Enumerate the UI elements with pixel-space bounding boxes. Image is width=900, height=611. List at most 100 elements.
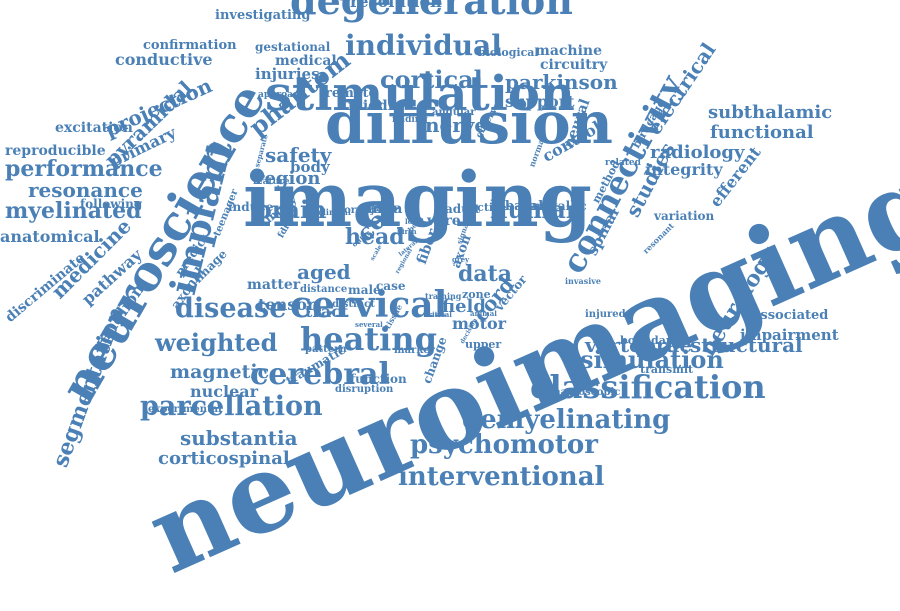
cloud-word: induce <box>228 200 274 214</box>
cloud-word: resolution <box>350 0 442 11</box>
cloud-word: upper <box>465 338 502 351</box>
cloud-word: interventional <box>398 462 605 492</box>
cloud-word: area <box>368 201 403 217</box>
cloud-word: region <box>255 168 321 189</box>
cloud-word: middle <box>348 98 402 114</box>
cloud-word: parcellation <box>140 391 323 422</box>
cloud-word: experimental <box>148 404 222 415</box>
cloud-word: functional <box>710 122 814 143</box>
cloud-word: animal <box>470 309 497 318</box>
cloud-word: classification <box>530 368 766 406</box>
cloud-word: reproducible <box>5 143 106 159</box>
cloud-word: heating <box>300 320 437 358</box>
cloud-word: adult <box>445 202 480 216</box>
cloud-word: several <box>355 320 383 329</box>
cloud-word: invasive <box>565 276 601 286</box>
cloud-word: critical <box>424 310 452 319</box>
cloud-word: psychomotor <box>410 430 598 460</box>
cloud-word: magnetic <box>170 361 270 383</box>
cloud-word: cortical <box>380 65 483 94</box>
cloud-word: data <box>458 261 513 287</box>
cloud-word: grey <box>452 255 470 264</box>
cloud-word: body <box>290 158 330 176</box>
cloud-word: birth <box>397 227 417 236</box>
cloud-word: field <box>442 296 486 317</box>
cloud-word: local <box>405 217 424 226</box>
cloud-word: tensor <box>258 295 316 314</box>
cloud-word: nuclear <box>190 382 259 401</box>
cloud-word: distinct <box>332 299 375 310</box>
cloud-word: individual <box>345 29 502 62</box>
cloud-word: feature <box>253 177 290 187</box>
cloud-word: macroscopic <box>550 387 621 398</box>
cloud-word: machine <box>535 43 602 59</box>
cloud-word: conductive <box>115 50 213 69</box>
cloud-word: angular <box>432 107 476 118</box>
cloud-word: human <box>490 195 584 224</box>
cloud-word: structural <box>690 333 803 357</box>
cloud-word: following <box>80 197 143 211</box>
cloud-word: resonance <box>28 178 143 202</box>
cloud-word: demyelinating <box>462 405 671 435</box>
cloud-word: myelinated <box>5 198 142 224</box>
cloud-word: cerebral <box>250 357 390 392</box>
cloud-word: motor <box>452 314 507 333</box>
cloud-word: disruption <box>335 384 394 395</box>
cloud-word: subthalamic <box>708 102 833 123</box>
cloud-word: tract <box>305 302 349 321</box>
cloud-word: circuitry <box>540 57 608 73</box>
cloud-word: matter <box>247 277 301 293</box>
cloud-word: substantia <box>180 426 298 450</box>
cloud-word: case <box>376 279 406 293</box>
cloud-word: head <box>345 224 405 250</box>
cloud-word: brain <box>255 195 327 224</box>
cloud-word: active <box>470 201 507 214</box>
cloud-word: metallic <box>532 199 587 213</box>
cloud-word: basal <box>505 199 544 214</box>
cloud-word: injuries <box>255 65 320 83</box>
cloud-word: approach <box>258 90 306 100</box>
cloud-word: training <box>425 291 462 301</box>
cloud-word: nerve <box>425 113 488 137</box>
cloud-word: function <box>350 372 407 386</box>
cloud-word: injured <box>585 309 626 320</box>
cloud-word: wire <box>427 213 461 229</box>
cloud-word: medical <box>275 53 337 69</box>
cloud-word: performance <box>5 156 163 182</box>
cloud-word: weighted <box>155 328 278 357</box>
cloud-word: vertebrae <box>585 333 693 357</box>
cloud-word: stimulation <box>265 66 575 122</box>
cloud-word: support <box>505 92 575 111</box>
cloud-word: investigating <box>215 8 311 23</box>
cloud-word: object <box>360 205 388 215</box>
cloud-word: aged <box>297 260 351 284</box>
cloud-word: safety <box>265 143 332 167</box>
cloud-word: degeneration <box>290 0 573 23</box>
cloud-word: remote <box>325 86 377 101</box>
cloud-word: marker <box>394 345 435 356</box>
cloud-word: excitation <box>55 120 133 136</box>
cloud-word: simulation <box>580 345 724 374</box>
cloud-word: correct <box>338 205 379 216</box>
cloud-word: variation <box>654 209 715 223</box>
cloud-word: confirmation <box>143 38 237 53</box>
cloud-word: related <box>605 158 641 168</box>
cloud-word: clinical <box>318 207 351 217</box>
cloud-word: disease <box>175 293 287 324</box>
cloud-word: anatomical <box>0 227 100 246</box>
cloud-word: imaging <box>243 155 592 244</box>
cloud-word: distance <box>300 284 348 295</box>
cloud-word: associated <box>752 308 829 323</box>
cloud-word: transmit <box>640 363 694 376</box>
cloud-word: corticospinal <box>158 448 290 469</box>
cloud-word: biological <box>478 46 539 59</box>
cloud-word: radiology <box>650 142 745 163</box>
cloud-word: cervical <box>290 284 448 326</box>
cloud-word: parkinson <box>505 70 618 94</box>
cloud-word: boundaries <box>620 334 690 347</box>
cloud-word: zone <box>462 288 491 301</box>
cloud-word: pattern <box>305 344 347 355</box>
cloud-word: integrity <box>645 160 723 179</box>
cloud-word: gestational <box>255 40 331 54</box>
